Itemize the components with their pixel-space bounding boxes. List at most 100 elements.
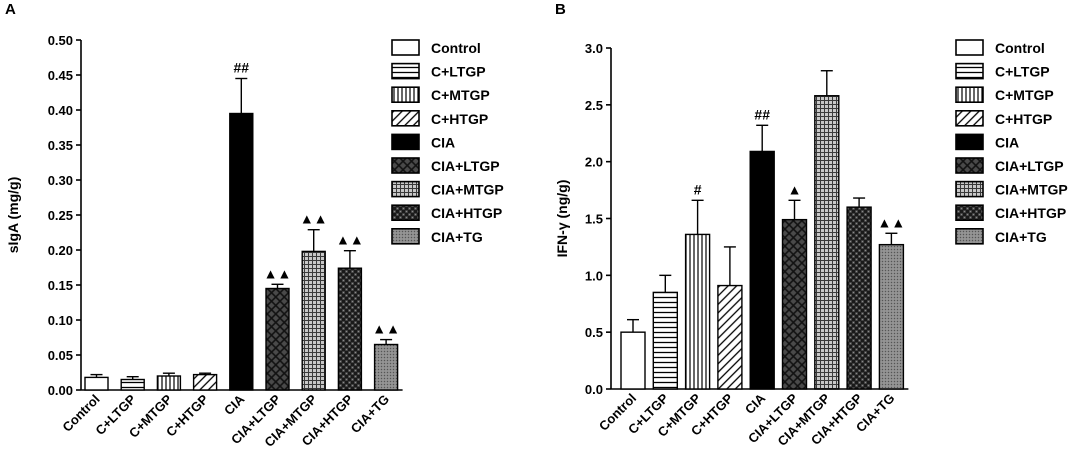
legend-label: CIA+HTGP <box>995 205 1066 221</box>
significance-mark: ▲▲ <box>878 214 906 230</box>
y-tick-label: 0.45 <box>48 68 73 83</box>
bar-cia-htgp[interactable] <box>337 267 363 391</box>
legend-item[interactable]: CIA <box>391 133 455 151</box>
bar-control[interactable] <box>84 376 109 391</box>
bar-c-mtgp[interactable] <box>684 233 711 390</box>
legend-swatch <box>391 204 420 221</box>
legend-item[interactable]: CIA+MTGP <box>391 180 504 198</box>
y-tick-label: 0.50 <box>48 33 73 48</box>
legend-swatch <box>391 133 420 151</box>
legend-label: C+MTGP <box>431 87 490 103</box>
bar-cia[interactable] <box>229 112 254 391</box>
panel-label: A <box>5 1 16 18</box>
y-tick-label: 0.5 <box>585 325 603 340</box>
legend-item[interactable]: C+LTGP <box>955 62 1050 80</box>
legend-swatch <box>391 62 420 80</box>
legend-item[interactable]: CIA+TG <box>391 228 483 245</box>
legend-label: CIA+LTGP <box>995 158 1064 174</box>
legend-item[interactable]: CIA+HTGP <box>391 204 502 221</box>
legend-label: CIA+LTGP <box>431 158 500 174</box>
bar-cia-ltgp[interactable] <box>265 287 290 391</box>
legend-label: CIA+HTGP <box>431 205 502 221</box>
significance-mark: ▲ <box>788 181 802 197</box>
legend-swatch <box>955 157 984 174</box>
legend-label: C+MTGP <box>995 87 1054 103</box>
legend-label: C+HTGP <box>431 111 488 127</box>
legend-swatch <box>955 39 984 56</box>
legend: Control C+LTGP C+MTGP C+HTGP CIA CIA+LTGP CIA+… <box>391 39 504 245</box>
bar-c-htgp[interactable] <box>717 284 743 390</box>
y-tick-label: 2.5 <box>585 98 603 113</box>
legend-item[interactable]: Control <box>955 39 1045 56</box>
legend-label: C+HTGP <box>995 111 1052 127</box>
y-tick-label: 0.35 <box>48 138 73 153</box>
y-tick-label: 0.0 <box>585 382 603 397</box>
legend-label: CIA+TG <box>431 229 483 245</box>
legend-swatch <box>955 62 984 80</box>
significance-mark: ▲▲ <box>336 232 364 248</box>
bar-cia-tg[interactable] <box>373 343 399 391</box>
legend-swatch <box>391 228 420 245</box>
panel-b: B IFN-γ (ng/g) 0.0 0.5 1.0 1.5 2.0 2.5 3.0 Contro… <box>554 1 1068 449</box>
legend-item[interactable]: CIA+MTGP <box>955 180 1068 198</box>
y-tick-label: 0.30 <box>48 173 73 188</box>
legend-swatch <box>955 228 984 245</box>
y-tick-label: 0.40 <box>48 103 73 118</box>
legend-swatch <box>391 180 420 198</box>
bar-cia-mtgp[interactable] <box>814 95 840 390</box>
bar-c-htgp[interactable] <box>192 373 218 391</box>
legend-label: C+LTGP <box>431 64 486 80</box>
legend-swatch <box>391 157 420 174</box>
legend-item[interactable]: C+MTGP <box>391 86 490 103</box>
significance-mark: # <box>694 181 702 197</box>
legend-item[interactable]: C+HTGP <box>955 110 1052 127</box>
legend-swatch <box>391 39 420 56</box>
significance-mark: ▲▲ <box>300 211 328 227</box>
bar-cia-tg[interactable] <box>878 243 905 390</box>
legend-item[interactable]: CIA <box>955 133 1019 150</box>
legend-swatch <box>955 204 984 221</box>
y-tick-label: 0.20 <box>48 243 73 258</box>
legend-swatch <box>955 180 984 198</box>
legend-swatch <box>955 110 984 127</box>
legend-label: CIA+TG <box>995 229 1047 245</box>
x-tick-label: CIA <box>742 390 769 417</box>
legend-label: CIA <box>431 134 455 150</box>
bar-c-ltgp[interactable] <box>120 378 145 391</box>
bar-c-mtgp[interactable] <box>156 375 182 391</box>
bar-c-ltgp[interactable] <box>652 291 678 390</box>
significance-mark: ## <box>234 60 250 76</box>
legend-item[interactable]: C+MTGP <box>955 86 1054 103</box>
legend-item[interactable]: Control <box>391 39 481 56</box>
legend-item[interactable]: CIA+HTGP <box>955 204 1066 221</box>
y-tick-label: 0.00 <box>48 383 73 398</box>
legend: Control C+LTGP C+MTGP C+HTGP CIA CIA+LTGP CIA+… <box>955 39 1068 245</box>
legend-item[interactable]: CIA+LTGP <box>955 157 1064 174</box>
y-axis-label: sIgA (mg/g) <box>5 177 21 253</box>
bar-cia-ltgp[interactable] <box>781 218 808 390</box>
legend-label: Control <box>995 40 1045 56</box>
bar-cia[interactable] <box>749 150 775 390</box>
legend-swatch <box>391 86 420 103</box>
panel-label: B <box>555 1 566 18</box>
legend-swatch <box>391 110 420 127</box>
legend-label: CIA <box>995 134 1019 150</box>
legend-label: CIA+MTGP <box>995 182 1068 198</box>
significance-mark: ▲▲ <box>264 265 292 281</box>
significance-mark: ▲▲ <box>372 321 400 337</box>
y-tick-label: 1.5 <box>585 212 603 227</box>
bar-control[interactable] <box>620 331 646 390</box>
y-tick-label: 0.10 <box>48 313 73 328</box>
significance-mark: ## <box>754 106 770 122</box>
legend-item[interactable]: C+HTGP <box>391 110 488 127</box>
legend-item[interactable]: C+LTGP <box>391 62 486 80</box>
bar-cia-htgp[interactable] <box>846 206 872 390</box>
bar-cia-mtgp[interactable] <box>301 250 326 391</box>
legend-label: C+LTGP <box>995 64 1050 80</box>
legend-item[interactable]: CIA+LTGP <box>391 157 500 174</box>
y-tick-label: 0.25 <box>48 208 73 223</box>
legend-item[interactable]: CIA+TG <box>955 228 1047 245</box>
